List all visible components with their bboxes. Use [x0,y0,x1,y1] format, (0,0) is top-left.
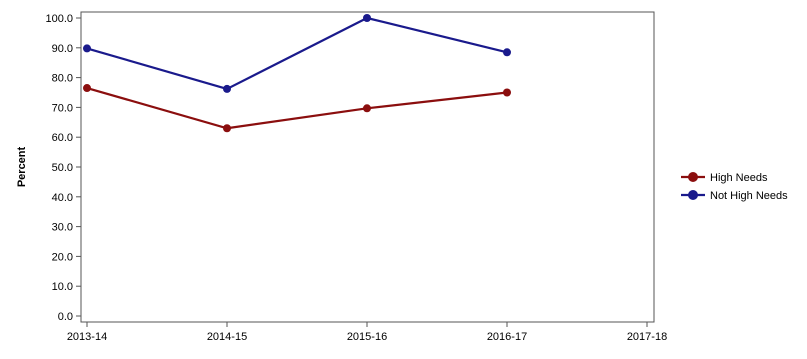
y-axis: 0.0 10.0 20.0 30.0 40.0 50.0 60.0 70.0 80.0 90.0 1… [45,13,81,323]
y-tick-label: 30.0 [52,222,73,234]
y-axis-title: Percent [16,146,28,187]
data-point [503,88,511,97]
legend-label: Not High Needs [710,190,788,202]
y-tick-label: 80.0 [52,73,73,85]
data-point [363,14,371,22]
data-point [223,124,231,133]
data-point [83,84,91,93]
y-tick-label: 60.0 [52,132,73,144]
legend-swatch-marker [688,190,698,200]
data-point [363,104,371,113]
legend-label: High Needs [710,172,768,184]
y-tick-label: 0.0 [58,311,73,323]
y-tick-label: 70.0 [52,102,73,114]
plot-area-frame [80,11,655,323]
x-axis: 2013-14 2014-15 2015-16 2016-17 2017-18 [67,322,667,343]
y-tick-label: 50.0 [52,162,73,174]
legend: High Needs Not High Needs [681,172,788,202]
x-tick-label: 2015-16 [347,331,387,343]
data-point [503,48,511,57]
x-tick-label: 2014-15 [207,331,247,343]
data-point [223,84,231,93]
legend-swatch-marker [688,172,698,182]
y-tick-label: 10.0 [52,281,73,293]
x-tick-label: 2013-14 [67,331,107,343]
series-line-0 [86,86,508,130]
y-tick-label: 100.0 [45,13,73,25]
x-tick-label: 2017-18 [627,331,667,343]
y-tick-label: 20.0 [52,251,73,263]
y-tick-label: 90.0 [52,43,73,55]
data-point [83,44,91,53]
y-tick-label: 40.0 [52,192,73,204]
series-line-1 [86,16,508,91]
x-tick-label: 2016-17 [487,331,527,343]
series-layer [83,14,511,133]
